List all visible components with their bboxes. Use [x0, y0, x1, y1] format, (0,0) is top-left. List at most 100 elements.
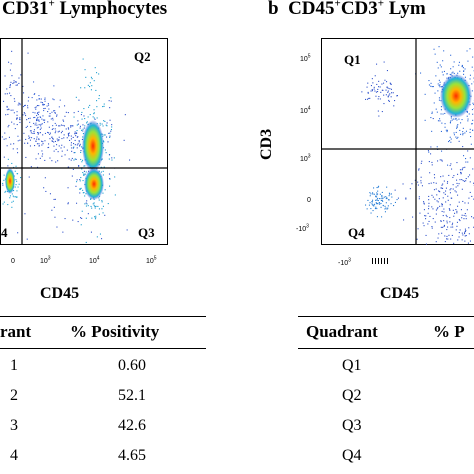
event-dot	[471, 83, 473, 85]
event-dot	[40, 127, 42, 129]
event-dot	[75, 96, 77, 98]
event-dot	[442, 187, 444, 189]
panel-a-row-4-value: 4.65	[118, 447, 146, 464]
event-dot	[441, 160, 443, 162]
event-dot	[457, 194, 459, 196]
event-dot	[10, 95, 12, 97]
event-dot	[430, 182, 432, 184]
event-dot	[82, 58, 84, 60]
event-dot	[456, 162, 458, 164]
event-dot	[84, 203, 86, 205]
event-dot	[428, 195, 430, 197]
event-dot	[462, 234, 464, 236]
event-dot	[441, 184, 443, 186]
event-dot	[93, 112, 95, 114]
event-dot	[393, 105, 395, 107]
event-dot	[59, 125, 61, 127]
event-dot	[441, 159, 443, 161]
event-dot	[372, 204, 374, 206]
event-dot	[7, 126, 9, 128]
event-dot	[54, 110, 56, 112]
event-dot	[446, 222, 448, 224]
panel-a-title-sup: +	[48, 0, 55, 10]
event-dot	[82, 172, 84, 174]
event-dot	[15, 165, 17, 167]
event-dot	[111, 124, 113, 126]
event-dot	[49, 132, 51, 134]
event-dot	[109, 119, 111, 121]
event-dot	[387, 95, 389, 97]
event-dot	[392, 92, 394, 94]
event-dot	[39, 132, 41, 134]
event-dot	[432, 208, 434, 210]
event-dot	[386, 197, 388, 199]
event-dot	[78, 141, 80, 143]
event-dot	[428, 202, 430, 204]
event-dot	[58, 136, 60, 138]
event-dot	[129, 159, 131, 161]
event-dot	[77, 136, 79, 138]
event-dot	[111, 157, 113, 159]
event-dot	[379, 86, 381, 88]
panel-b-cluster-hot	[440, 74, 472, 118]
event-dot	[420, 176, 422, 178]
event-dot	[442, 226, 444, 228]
event-dot	[72, 147, 74, 149]
event-dot	[9, 84, 11, 86]
event-dot	[78, 140, 80, 142]
event-dot	[70, 135, 72, 137]
event-dot	[384, 205, 386, 207]
event-dot	[370, 85, 372, 87]
event-dot	[68, 128, 70, 130]
event-dot	[374, 90, 376, 92]
event-dot	[459, 129, 461, 131]
event-dot	[450, 74, 452, 76]
event-dot	[460, 172, 462, 174]
event-dot	[42, 141, 44, 143]
event-dot	[437, 237, 439, 239]
event-dot	[447, 238, 449, 240]
event-dot	[461, 168, 463, 170]
event-dot	[82, 136, 84, 138]
event-dot	[62, 231, 64, 233]
event-dot	[58, 125, 60, 127]
event-dot	[36, 118, 38, 120]
event-dot	[424, 119, 426, 121]
event-dot	[465, 158, 467, 160]
event-dot	[95, 205, 97, 207]
event-dot	[72, 136, 74, 138]
event-dot	[384, 208, 386, 210]
event-dot	[9, 69, 11, 71]
event-dot	[435, 182, 437, 184]
event-dot	[467, 161, 469, 163]
event-dot	[376, 199, 378, 201]
event-dot	[74, 152, 76, 154]
event-dot	[431, 130, 433, 132]
event-dot	[81, 217, 83, 219]
event-dot	[437, 67, 439, 69]
event-dot	[376, 83, 378, 85]
event-dot	[376, 208, 378, 210]
event-dot	[73, 152, 75, 154]
event-dot	[96, 72, 98, 74]
event-dot	[432, 118, 434, 120]
event-dot	[42, 104, 44, 106]
event-dot	[381, 195, 383, 197]
event-dot	[99, 122, 101, 124]
event-dot	[96, 100, 98, 102]
event-dot	[433, 48, 435, 50]
event-dot	[74, 131, 76, 133]
event-dot	[3, 138, 5, 140]
event-dot	[70, 144, 72, 146]
event-dot	[387, 96, 389, 98]
event-dot	[80, 158, 82, 160]
event-dot	[464, 68, 466, 70]
event-dot	[451, 72, 453, 74]
event-dot	[428, 84, 430, 86]
event-dot	[462, 200, 464, 202]
event-dot	[453, 175, 455, 177]
event-dot	[458, 64, 460, 66]
event-dot	[49, 115, 51, 117]
event-dot	[76, 179, 78, 181]
event-dot	[64, 218, 66, 220]
